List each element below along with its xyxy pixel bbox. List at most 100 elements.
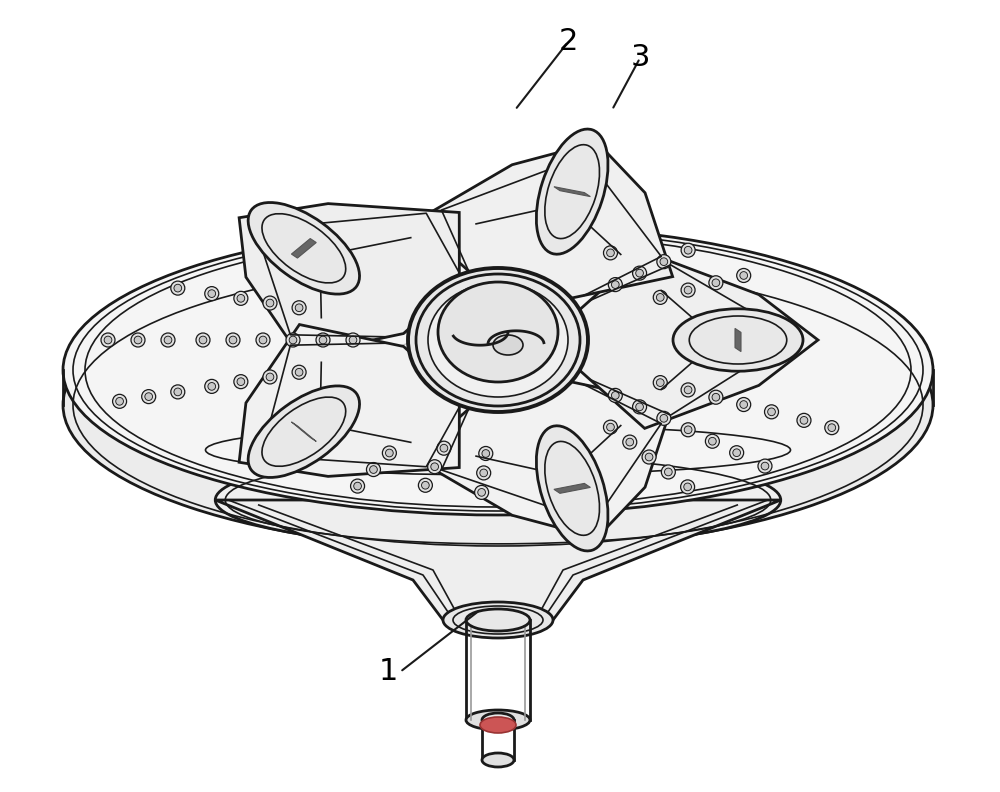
Circle shape bbox=[142, 390, 156, 404]
Circle shape bbox=[765, 405, 779, 419]
Circle shape bbox=[237, 295, 245, 303]
Circle shape bbox=[684, 483, 691, 491]
Circle shape bbox=[113, 394, 127, 409]
Circle shape bbox=[607, 423, 614, 431]
Ellipse shape bbox=[443, 602, 553, 638]
Circle shape bbox=[653, 291, 667, 304]
Circle shape bbox=[351, 479, 365, 493]
Circle shape bbox=[164, 336, 172, 344]
Circle shape bbox=[477, 466, 491, 480]
Polygon shape bbox=[215, 500, 781, 620]
Ellipse shape bbox=[408, 268, 588, 412]
Circle shape bbox=[171, 385, 185, 399]
Circle shape bbox=[234, 291, 248, 306]
Circle shape bbox=[626, 438, 634, 446]
Circle shape bbox=[709, 437, 716, 445]
Circle shape bbox=[603, 246, 617, 260]
Circle shape bbox=[607, 249, 614, 257]
Circle shape bbox=[161, 333, 175, 347]
Circle shape bbox=[737, 268, 751, 283]
Circle shape bbox=[237, 378, 245, 386]
Circle shape bbox=[226, 333, 240, 347]
Text: 2: 2 bbox=[558, 28, 578, 56]
Polygon shape bbox=[239, 325, 459, 477]
Circle shape bbox=[758, 459, 772, 473]
Circle shape bbox=[346, 333, 360, 347]
Ellipse shape bbox=[63, 225, 933, 515]
Polygon shape bbox=[414, 143, 673, 299]
Circle shape bbox=[828, 424, 836, 432]
Circle shape bbox=[681, 480, 695, 494]
Ellipse shape bbox=[536, 129, 608, 254]
Circle shape bbox=[740, 272, 748, 280]
Circle shape bbox=[286, 333, 300, 347]
Circle shape bbox=[730, 446, 744, 459]
Circle shape bbox=[208, 383, 216, 390]
Circle shape bbox=[208, 290, 216, 298]
Circle shape bbox=[256, 333, 270, 347]
Circle shape bbox=[800, 417, 808, 425]
Circle shape bbox=[289, 336, 297, 344]
Text: 3: 3 bbox=[630, 44, 650, 73]
Ellipse shape bbox=[215, 452, 781, 548]
Ellipse shape bbox=[194, 420, 802, 480]
Circle shape bbox=[440, 444, 448, 452]
Circle shape bbox=[603, 420, 617, 434]
Polygon shape bbox=[554, 187, 590, 196]
Circle shape bbox=[134, 336, 142, 344]
Circle shape bbox=[608, 388, 622, 402]
Circle shape bbox=[681, 423, 695, 436]
Circle shape bbox=[482, 450, 490, 457]
Circle shape bbox=[684, 426, 692, 434]
Circle shape bbox=[266, 373, 274, 381]
Circle shape bbox=[656, 379, 664, 386]
Circle shape bbox=[431, 463, 439, 470]
Circle shape bbox=[797, 413, 811, 428]
Ellipse shape bbox=[428, 283, 568, 397]
Circle shape bbox=[480, 469, 488, 477]
Circle shape bbox=[370, 466, 377, 474]
Circle shape bbox=[422, 482, 429, 489]
Ellipse shape bbox=[63, 260, 933, 550]
Circle shape bbox=[653, 375, 667, 390]
Polygon shape bbox=[735, 329, 741, 352]
Polygon shape bbox=[291, 422, 316, 441]
Ellipse shape bbox=[466, 609, 530, 631]
Circle shape bbox=[266, 299, 274, 307]
Circle shape bbox=[131, 333, 145, 347]
Circle shape bbox=[656, 294, 664, 301]
Ellipse shape bbox=[248, 386, 360, 478]
Circle shape bbox=[116, 398, 123, 406]
Circle shape bbox=[657, 411, 671, 425]
Circle shape bbox=[712, 394, 720, 401]
Circle shape bbox=[645, 453, 653, 461]
Circle shape bbox=[623, 435, 637, 449]
Circle shape bbox=[263, 296, 277, 310]
Circle shape bbox=[382, 446, 396, 460]
Circle shape bbox=[229, 336, 237, 344]
Circle shape bbox=[740, 401, 748, 409]
Circle shape bbox=[292, 365, 306, 379]
Ellipse shape bbox=[466, 710, 530, 730]
Circle shape bbox=[611, 280, 619, 288]
Circle shape bbox=[205, 379, 219, 394]
Circle shape bbox=[642, 450, 656, 464]
Ellipse shape bbox=[493, 335, 523, 355]
Circle shape bbox=[316, 333, 330, 347]
Circle shape bbox=[681, 283, 695, 297]
Ellipse shape bbox=[482, 753, 514, 767]
Circle shape bbox=[174, 388, 182, 396]
Circle shape bbox=[366, 463, 380, 477]
Circle shape bbox=[295, 304, 303, 311]
Circle shape bbox=[709, 390, 723, 404]
Circle shape bbox=[681, 383, 695, 397]
Circle shape bbox=[684, 286, 692, 294]
Circle shape bbox=[349, 336, 357, 344]
Circle shape bbox=[171, 281, 185, 295]
Circle shape bbox=[660, 414, 668, 422]
Circle shape bbox=[636, 269, 643, 277]
Circle shape bbox=[386, 449, 393, 457]
Polygon shape bbox=[414, 381, 673, 538]
Circle shape bbox=[145, 393, 153, 401]
Polygon shape bbox=[580, 252, 818, 428]
